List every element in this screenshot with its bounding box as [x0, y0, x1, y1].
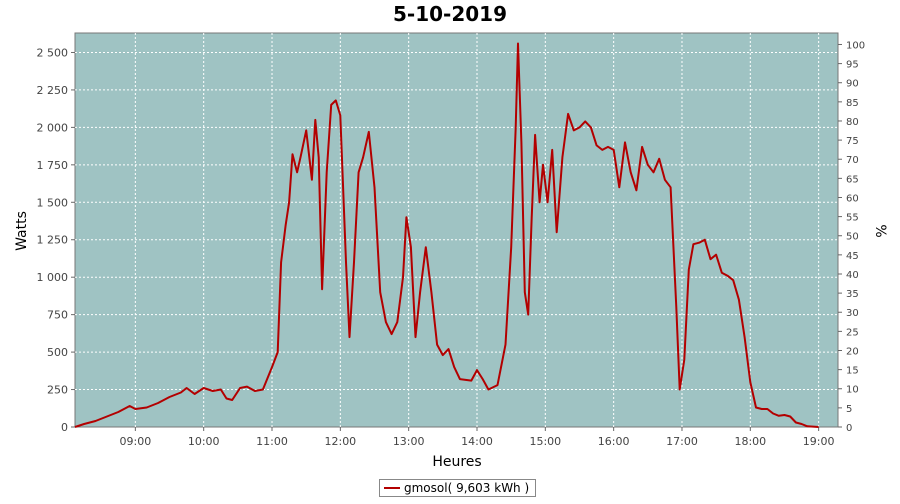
- chart-title: 5-10-2019: [393, 2, 507, 26]
- y2-tick-label: 25: [846, 327, 859, 338]
- y2-tick-label: 20: [846, 346, 859, 357]
- y2-tick-label: 15: [846, 366, 859, 377]
- y2-tick-label: 5: [846, 404, 852, 415]
- x-tick-label: 13:00: [393, 435, 425, 448]
- y2-tick-label: 60: [846, 193, 859, 204]
- y2-tick-label: 35: [846, 289, 859, 300]
- legend-line-swatch: [384, 487, 400, 489]
- legend-label: gmosol( 9,603 kWh ): [404, 481, 530, 495]
- x-tick-label: 10:00: [188, 435, 220, 448]
- y2-tick-label: 90: [846, 79, 859, 90]
- y2-tick-label: 30: [846, 308, 859, 319]
- plot-area: [74, 32, 839, 428]
- x-tick-label: 19:00: [803, 435, 835, 448]
- y-tick-label: 2 250: [37, 84, 69, 97]
- y-tick-label: 750: [47, 309, 68, 322]
- series-line: [74, 42, 819, 428]
- x-tick-label: 12:00: [324, 435, 356, 448]
- x-tick-label: 17:00: [666, 435, 698, 448]
- y2-tick-label: 70: [846, 155, 859, 166]
- y2-tick-label: 10: [846, 385, 859, 396]
- y-tick-label: 1 000: [37, 271, 69, 284]
- y2-tick-label: 75: [846, 136, 859, 147]
- y2-tick-label: 85: [846, 98, 859, 109]
- y2-tick-label: 0: [846, 423, 852, 434]
- y2-tick-label: 95: [846, 60, 859, 71]
- y2-tick-label: 80: [846, 117, 859, 128]
- x-tick-label: 16:00: [598, 435, 630, 448]
- y2-tick-label: 45: [846, 251, 859, 262]
- y-tick-label: 1 250: [37, 234, 69, 247]
- y-axis-label: Watts: [14, 211, 30, 251]
- y2-tick-label: 55: [846, 213, 859, 224]
- y-tick-label: 1 750: [37, 159, 69, 172]
- legend: gmosol( 9,603 kWh ): [379, 479, 537, 497]
- y-tick-label: 1 500: [37, 196, 69, 209]
- x-tick-label: 11:00: [256, 435, 288, 448]
- x-tick-label: 18:00: [734, 435, 766, 448]
- y2-tick-label: 65: [846, 174, 859, 185]
- x-axis-label: Heures: [432, 454, 481, 470]
- y-tick-label: 250: [47, 384, 68, 397]
- y2-tick-label: 40: [846, 270, 859, 281]
- y-tick-label: 2 500: [37, 46, 69, 59]
- y-tick-label: 0: [61, 421, 68, 434]
- y-tick-label: 500: [47, 346, 68, 359]
- x-tick-label: 09:00: [120, 435, 152, 448]
- x-tick-label: 15:00: [529, 435, 561, 448]
- y2-tick-label: 50: [846, 232, 859, 243]
- x-tick-label: 14:00: [461, 435, 493, 448]
- y-tick-label: 2 000: [37, 121, 69, 134]
- y2-tick-label: 100: [846, 40, 865, 51]
- y2-axis-label: %: [872, 224, 888, 237]
